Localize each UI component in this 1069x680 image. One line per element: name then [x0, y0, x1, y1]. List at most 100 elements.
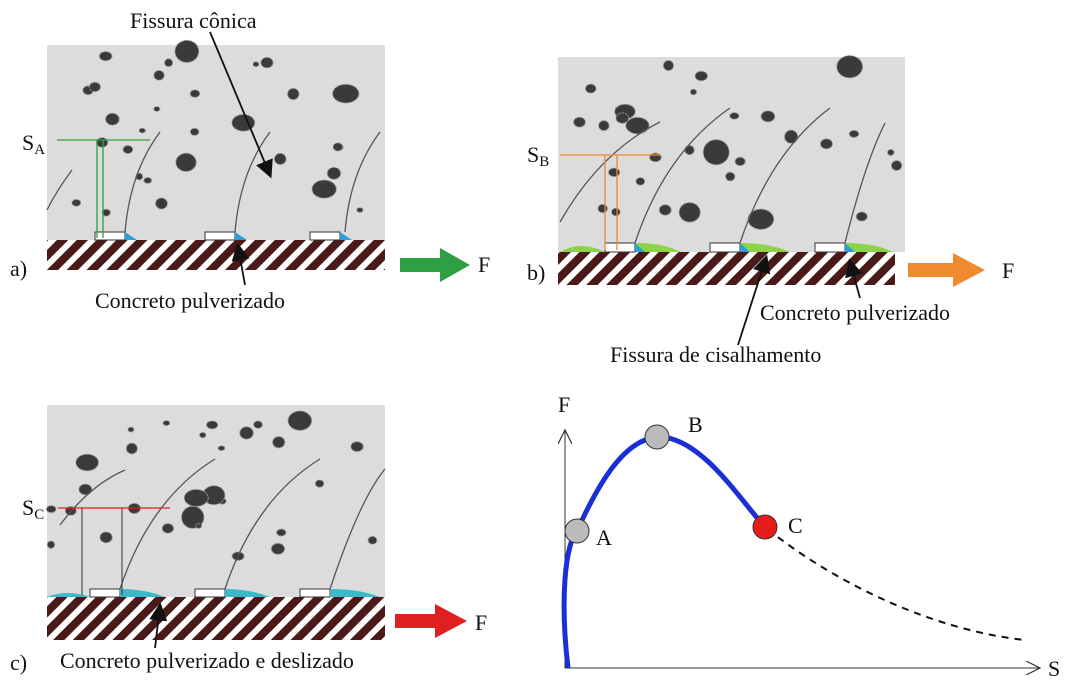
aggregate	[174, 39, 200, 63]
aggregate	[819, 138, 833, 150]
aggregate	[836, 55, 864, 79]
label: Concreto pulverizado	[760, 300, 950, 325]
aggregate	[99, 531, 113, 544]
symbol: S	[22, 130, 34, 155]
force-label: F	[1002, 258, 1014, 283]
slip-marker-c	[58, 507, 170, 595]
aggregate	[725, 171, 736, 182]
force-arrow-a	[400, 248, 470, 282]
aggregate	[332, 142, 344, 152]
subscript: C	[34, 507, 44, 523]
slip-marker-a	[57, 139, 150, 238]
aggregate	[78, 483, 93, 496]
aggregate	[350, 441, 364, 453]
aggregate	[760, 110, 776, 123]
aggregate	[658, 204, 672, 216]
aggregate	[71, 198, 82, 207]
aggregate	[270, 542, 286, 555]
aggregate	[272, 436, 286, 449]
aggregate	[143, 177, 153, 184]
crushed-b	[560, 243, 893, 252]
aggregate	[239, 426, 254, 440]
aggregate	[127, 426, 135, 433]
aggregate	[678, 202, 701, 223]
aggregate	[253, 420, 263, 429]
aggregate	[260, 56, 274, 69]
aggregate	[311, 179, 337, 199]
aggregate	[287, 410, 313, 431]
aggregate	[276, 528, 287, 537]
aggregate	[155, 197, 168, 210]
aggregate	[615, 112, 630, 124]
aggregate	[607, 167, 621, 178]
point-c	[752, 514, 778, 540]
point-b	[644, 424, 670, 450]
aggregate	[195, 523, 203, 529]
crushed-c	[47, 589, 380, 597]
aggregate	[183, 488, 209, 507]
aggregate	[326, 166, 342, 180]
slip-label: SB	[527, 142, 549, 170]
axis-label: F	[558, 392, 570, 417]
aggregate	[635, 177, 646, 186]
aggregate	[273, 152, 287, 166]
point-label: C	[788, 513, 803, 538]
aggregate	[205, 420, 219, 430]
aggregate	[597, 203, 608, 214]
aggregate	[729, 112, 740, 120]
aggregate	[252, 61, 260, 68]
label: Fissura cônica	[130, 8, 257, 33]
steel-b	[558, 252, 895, 285]
crushed-concrete	[125, 232, 352, 240]
aggregate	[101, 208, 111, 217]
aggregate	[95, 137, 109, 148]
aggregate	[164, 58, 174, 68]
steel-c	[47, 597, 385, 640]
label: Fissura de cisalhamento	[610, 342, 821, 367]
aggregate	[75, 453, 100, 472]
label: Concreto pulverizado	[95, 288, 285, 313]
aggregates	[45, 39, 903, 561]
aggregate	[855, 211, 868, 222]
slip-label: SC	[22, 495, 44, 523]
curve-dashed	[563, 435, 1026, 669]
aggregate	[314, 479, 325, 488]
aggregate	[662, 59, 675, 72]
point-label: A	[596, 525, 612, 550]
aggregate	[46, 540, 56, 549]
panel-label: b)	[527, 260, 545, 285]
aggregate	[747, 208, 775, 230]
aggregate	[138, 127, 146, 134]
aggregate	[598, 120, 610, 132]
aggregate	[356, 207, 364, 213]
axis-label: S	[1048, 656, 1060, 680]
cracks	[46, 107, 886, 590]
aggregate	[189, 127, 200, 136]
force-arrow-c	[395, 604, 467, 638]
aggregate	[886, 148, 895, 156]
aggregate	[161, 523, 175, 534]
aggregate	[702, 139, 730, 166]
panel-label: a)	[10, 256, 27, 281]
point-a	[564, 518, 590, 544]
aggregate	[367, 535, 378, 545]
aggregate	[611, 207, 621, 217]
panel-label: c)	[10, 650, 27, 675]
aggregate	[189, 89, 201, 98]
subscript: A	[34, 142, 45, 158]
force-arrow-b	[908, 253, 985, 287]
aggregate	[573, 116, 586, 128]
aggregate	[45, 505, 57, 514]
aggregate	[198, 431, 207, 439]
aggregate	[584, 83, 597, 94]
symbol: S	[22, 495, 34, 520]
aggregate	[105, 112, 120, 126]
aggregate	[332, 83, 360, 104]
aggregate	[122, 144, 134, 154]
aggregate	[784, 129, 799, 144]
aggregate	[153, 70, 165, 81]
force-label: F	[478, 252, 490, 277]
aggregate	[694, 70, 708, 82]
